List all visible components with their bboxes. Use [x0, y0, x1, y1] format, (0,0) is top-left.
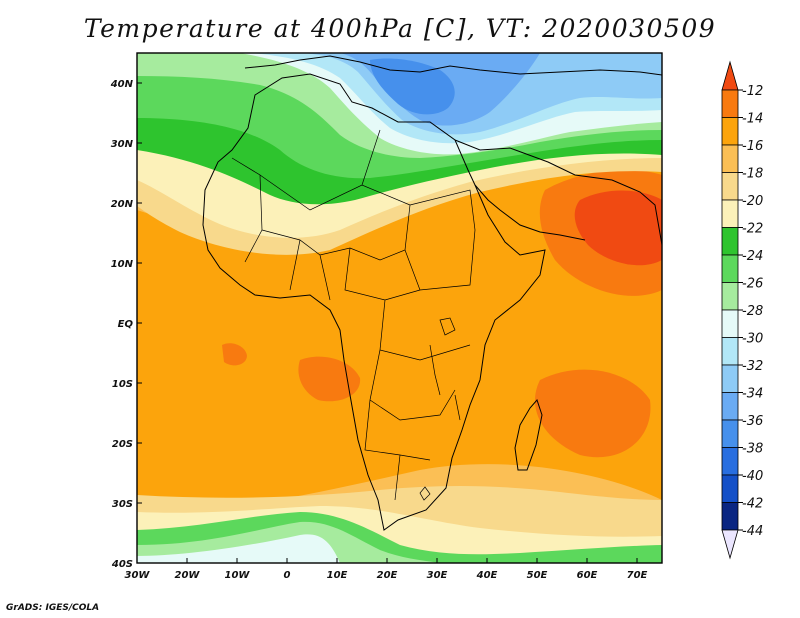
y-tick-label: 20S — [112, 439, 133, 450]
colorbar-swatch — [721, 474, 739, 503]
x-tick-label: 10E — [327, 570, 348, 581]
colorbar-label: -40 — [742, 469, 763, 484]
colorbar-swatch — [721, 419, 739, 448]
colorbar-swatch — [721, 364, 739, 393]
y-tick-label: 30S — [112, 499, 133, 510]
y-tick-label: 10N — [111, 259, 134, 270]
colorbar-swatch — [721, 172, 739, 201]
colorbar-label: -14 — [742, 112, 763, 127]
colorbar-swatch — [721, 144, 739, 173]
colorbar-swatch — [721, 392, 739, 421]
africa-coastline — [202, 73, 546, 531]
y-tick-label: 30N — [111, 139, 134, 150]
colorbar-label: -26 — [742, 277, 763, 292]
y-tick-label: 20N — [111, 199, 134, 210]
colorbar: -12 -14 -16 -18 -20 -22 -24 -26 -28 -30 -32 -34 -36 -… — [721, 60, 763, 560]
x-tick-label: 30W — [125, 570, 151, 581]
x-tick-label: 10W — [225, 570, 251, 581]
y-tick-label: 40N — [110, 79, 134, 90]
colorbar-label: -38 — [742, 442, 763, 457]
x-tick-label: 70E — [627, 570, 648, 581]
africa-lakes — [419, 317, 461, 501]
chart-title: Temperature at 400hPa [C], VT: 202003050… — [83, 14, 717, 43]
colorbar-label: -16 — [742, 139, 763, 154]
colorbar-swatch — [721, 60, 739, 91]
colorbar-label: -12 — [742, 84, 763, 99]
temperature-region-30-south — [137, 534, 340, 563]
colorbar-swatch — [721, 447, 739, 476]
temperature-region-14-central-africa — [298, 356, 361, 402]
y-axis: 40N 30N 20N 10N EQ 10S 20S 30S 40S — [110, 79, 142, 570]
x-tick-label: 50E — [527, 570, 548, 581]
x-tick-label: 0 — [284, 570, 291, 581]
map-frame — [136, 52, 663, 564]
colorbar-label: -20 — [742, 194, 763, 209]
colorbar-label: -36 — [742, 414, 763, 429]
colorbar-label: -42 — [742, 497, 763, 512]
x-axis: 30W 20W 10W 0 10E 20E 30E 40E 50E 60E 70E — [125, 558, 648, 581]
temperature-region-38-north — [370, 58, 455, 115]
coastlines — [202, 55, 663, 531]
x-tick-label: 20W — [175, 570, 201, 581]
colorbar-swatch — [721, 309, 739, 338]
colorbar-label: -18 — [742, 167, 763, 182]
x-tick-label: 20E — [377, 570, 398, 581]
colorbar-label: -24 — [742, 249, 763, 264]
madagascar-coastline — [514, 399, 543, 471]
x-tick-label: 40E — [476, 570, 498, 581]
country-borders — [231, 129, 476, 501]
y-tick-label: EQ — [118, 319, 134, 330]
colorbar-swatch — [721, 529, 739, 560]
colorbar-swatch — [721, 282, 739, 311]
colorbar-label: -22 — [742, 222, 763, 237]
colorbar-swatch — [721, 337, 739, 366]
colorbar-swatch — [721, 227, 739, 256]
europe-coastline — [244, 55, 663, 76]
x-tick-label: 30E — [427, 570, 448, 581]
colorbar-swatch — [721, 199, 739, 228]
colorbar-label: -30 — [742, 332, 763, 347]
map-area — [137, 53, 662, 563]
y-tick-label: 40S — [111, 559, 133, 570]
temperature-region-14-indian-ocean — [534, 369, 651, 458]
colorbar-label: -34 — [742, 387, 763, 402]
colorbar-swatch — [721, 502, 739, 531]
temperature-region-12-arabia — [574, 190, 662, 266]
colorbar-swatch — [721, 89, 739, 118]
colorbar-swatch — [721, 117, 739, 146]
colorbar-swatch — [721, 254, 739, 283]
x-tick-label: 60E — [577, 570, 598, 581]
temperature-region-14-atlantic — [222, 343, 247, 366]
colorbar-label: -44 — [742, 524, 763, 539]
colorbar-label: -32 — [742, 359, 763, 374]
grads-credit: GrADS: IGES/COLA — [6, 603, 100, 613]
y-tick-label: 10S — [112, 379, 133, 390]
colorbar-label: -28 — [742, 304, 763, 319]
arabia-coastline — [454, 139, 663, 246]
